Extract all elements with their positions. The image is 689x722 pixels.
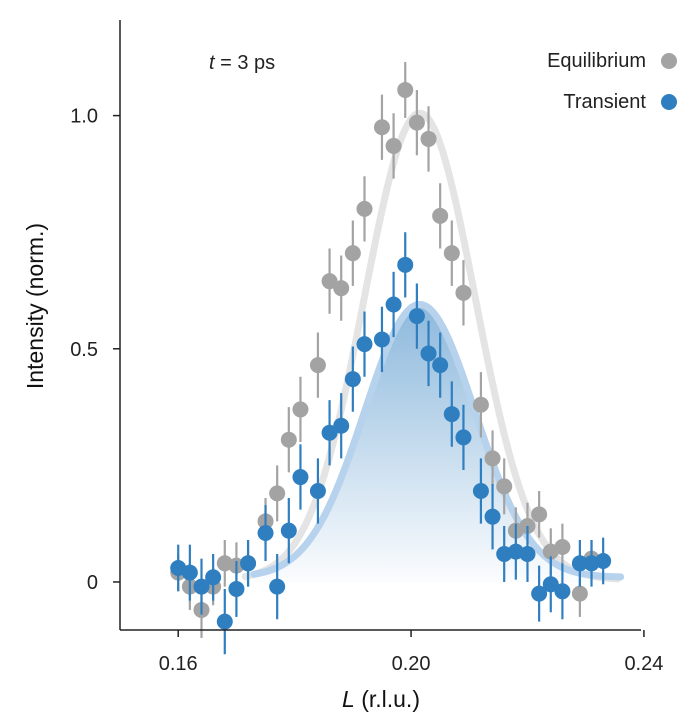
time-annotation: t = 3 ps [209, 52, 275, 74]
equilibrium-point [531, 506, 548, 523]
x-axis-label-var: L [342, 686, 355, 712]
transient-point [443, 406, 460, 423]
transient-point [519, 545, 536, 562]
axes: 0.16 0.20 0.24 0 0.5 1.0 [70, 20, 663, 675]
transient-fit-curve [250, 301, 625, 581]
transient-point [472, 483, 489, 500]
equilibrium-point [333, 280, 350, 297]
transient-series [170, 232, 612, 655]
equilibrium-point [554, 538, 571, 555]
transient-point [455, 429, 472, 446]
transient-point [193, 578, 210, 595]
transient-point [373, 331, 390, 348]
equilibrium-point [309, 357, 326, 374]
legend-label-equilibrium: Equilibrium [547, 50, 646, 72]
time-annotation-var: t [209, 52, 216, 74]
equilibrium-point [484, 450, 501, 467]
transient-point [292, 469, 309, 486]
transient-point [240, 555, 257, 572]
equilibrium-point [385, 137, 402, 154]
equilibrium-point [269, 485, 286, 502]
transient-point [542, 576, 559, 593]
transient-point [257, 524, 274, 541]
y-tick-label: 0 [87, 572, 98, 594]
transient-point [420, 345, 437, 362]
y-ticks: 0 0.5 1.0 [70, 106, 120, 594]
x-ticks: 0.16 0.20 0.24 [159, 630, 663, 675]
x-axis-label: L (r.l.u.) [342, 686, 420, 712]
transient-point [344, 371, 361, 388]
legend-marker-transient [661, 94, 677, 110]
equilibrium-point [408, 114, 425, 131]
y-axis-label: Intensity (norm.) [22, 223, 48, 389]
equilibrium-point [373, 119, 390, 136]
transient-point [571, 555, 588, 572]
equilibrium-point [292, 401, 309, 418]
legend: Equilibrium Transient [547, 50, 677, 113]
legend-label-transient: Transient [563, 91, 646, 113]
transient-point [554, 583, 571, 600]
equilibrium-point [455, 284, 472, 301]
y-tick-label: 1.0 [70, 106, 98, 128]
equilibrium-point [397, 81, 414, 98]
transient-point [595, 552, 612, 569]
transient-point [228, 580, 245, 597]
transient-fit-fill [253, 304, 621, 582]
x-axis-label-unit: (r.l.u.) [355, 686, 420, 712]
x-tick-label: 0.24 [624, 653, 663, 675]
transient-point [408, 308, 425, 325]
transient-point [333, 417, 350, 434]
equilibrium-point [443, 245, 460, 262]
equilibrium-point [280, 431, 297, 448]
x-tick-label: 0.20 [392, 653, 431, 675]
transient-point [397, 256, 414, 273]
x-tick-label: 0.16 [159, 653, 198, 675]
equilibrium-point [321, 273, 338, 290]
time-annotation-value: = 3 ps [215, 52, 276, 74]
y-tick-label: 0.5 [70, 339, 98, 361]
transient-point [321, 424, 338, 441]
transient-point [280, 522, 297, 539]
transient-point [385, 296, 402, 313]
legend-marker-equilibrium [661, 53, 677, 69]
equilibrium-point [420, 130, 437, 147]
transient-point [181, 564, 198, 581]
equilibrium-point [496, 478, 513, 495]
equilibrium-point [344, 245, 361, 262]
transient-point [309, 483, 326, 500]
transient-point [432, 357, 449, 374]
equilibrium-point [432, 207, 449, 224]
transient-point [205, 569, 222, 586]
transient-point [216, 613, 233, 630]
equilibrium-point [472, 396, 489, 413]
transient-point [484, 508, 501, 525]
plot-area [170, 61, 625, 655]
transient-point [269, 578, 286, 595]
equilibrium-point [356, 200, 373, 217]
transient-point [531, 585, 548, 602]
transient-point [356, 336, 373, 353]
equilibrium-point [571, 585, 588, 602]
